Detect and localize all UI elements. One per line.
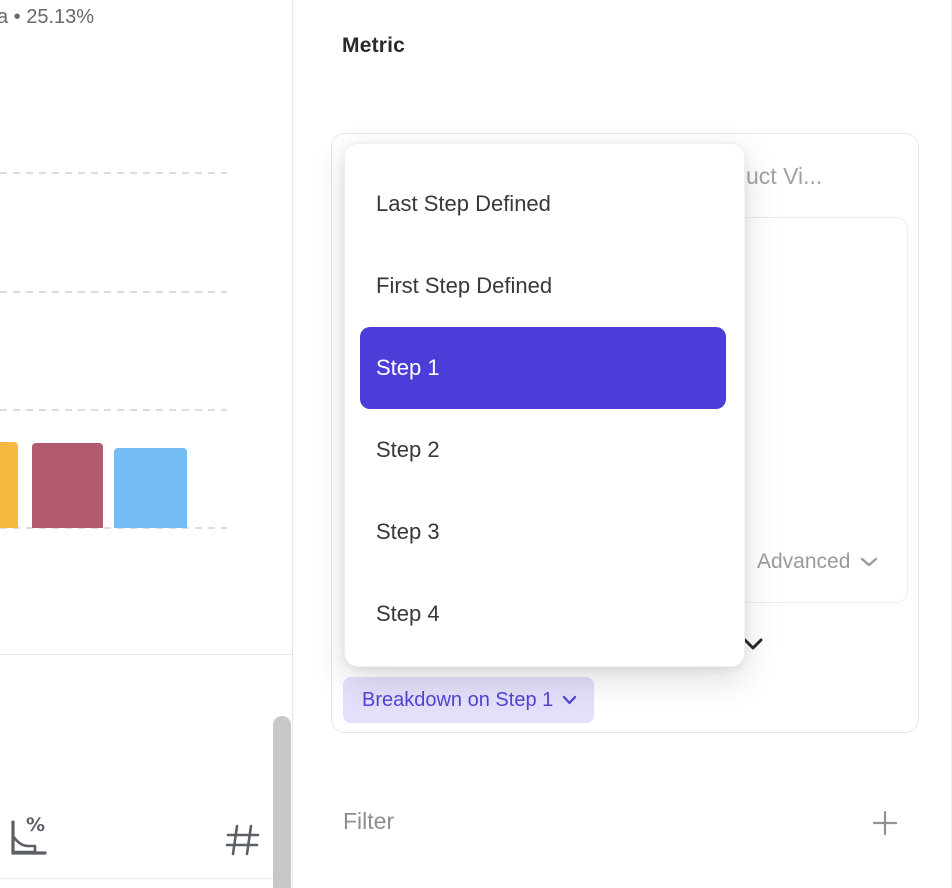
menu-item-step-4[interactable]: Step 4 <box>345 573 744 655</box>
chart-preview-panel: a • 25.13% % <box>0 0 293 888</box>
step-select-dropdown: Last Step Defined First Step Defined Ste… <box>344 143 745 667</box>
funnel-bar-yellow <box>0 442 18 528</box>
percent-view-toggle[interactable]: % <box>5 814 49 862</box>
funnel-bar-maroon <box>32 443 103 528</box>
menu-item-step-1[interactable]: Step 1 <box>360 327 726 409</box>
metric-section-title: Metric <box>342 34 406 57</box>
vertical-scrollbar-thumb[interactable] <box>273 716 291 888</box>
funnel-bar-blue <box>114 448 187 528</box>
breakdown-on-step-button[interactable]: Breakdown on Step 1 <box>343 677 595 723</box>
menu-item-label: First Step Defined <box>376 273 553 298</box>
chart-gridline <box>0 172 227 174</box>
event-name-truncated: uct Vi... <box>746 163 823 189</box>
menu-item-label: Step 2 <box>376 437 440 462</box>
section-collapse-chevron[interactable] <box>742 636 764 656</box>
chevron-down-icon <box>562 695 577 705</box>
chart-legend-fragment: a • 25.13% <box>0 6 95 28</box>
menu-item-label: Step 3 <box>376 519 440 544</box>
breakdown-label: Breakdown on Step 1 <box>362 688 554 711</box>
chart-gridline <box>0 291 227 293</box>
chevron-down-icon <box>860 556 878 568</box>
add-filter-button[interactable] <box>871 809 899 837</box>
menu-item-label: Step 1 <box>376 355 440 380</box>
funnel-percent-icon: % <box>5 814 49 862</box>
menu-item-label: Step 4 <box>376 601 440 626</box>
panel-bottom-border <box>0 878 293 879</box>
advanced-toggle[interactable]: Advanced <box>757 550 878 574</box>
menu-item-label: Last Step Defined <box>376 191 551 216</box>
svg-text:%: % <box>26 814 45 836</box>
menu-item-step-2[interactable]: Step 2 <box>345 409 744 491</box>
menu-item-step-3[interactable]: Step 3 <box>345 491 744 573</box>
filter-section-title: Filter <box>343 808 395 834</box>
advanced-label: Advanced <box>757 550 851 573</box>
number-view-toggle[interactable] <box>224 823 262 857</box>
menu-item-last-step-defined[interactable]: Last Step Defined <box>345 163 744 245</box>
chart-gridline <box>0 527 227 529</box>
hash-icon <box>224 823 262 857</box>
chart-gridline <box>0 409 227 411</box>
menu-item-first-step-defined[interactable]: First Step Defined <box>345 245 744 327</box>
panel-divider-line <box>0 654 293 655</box>
